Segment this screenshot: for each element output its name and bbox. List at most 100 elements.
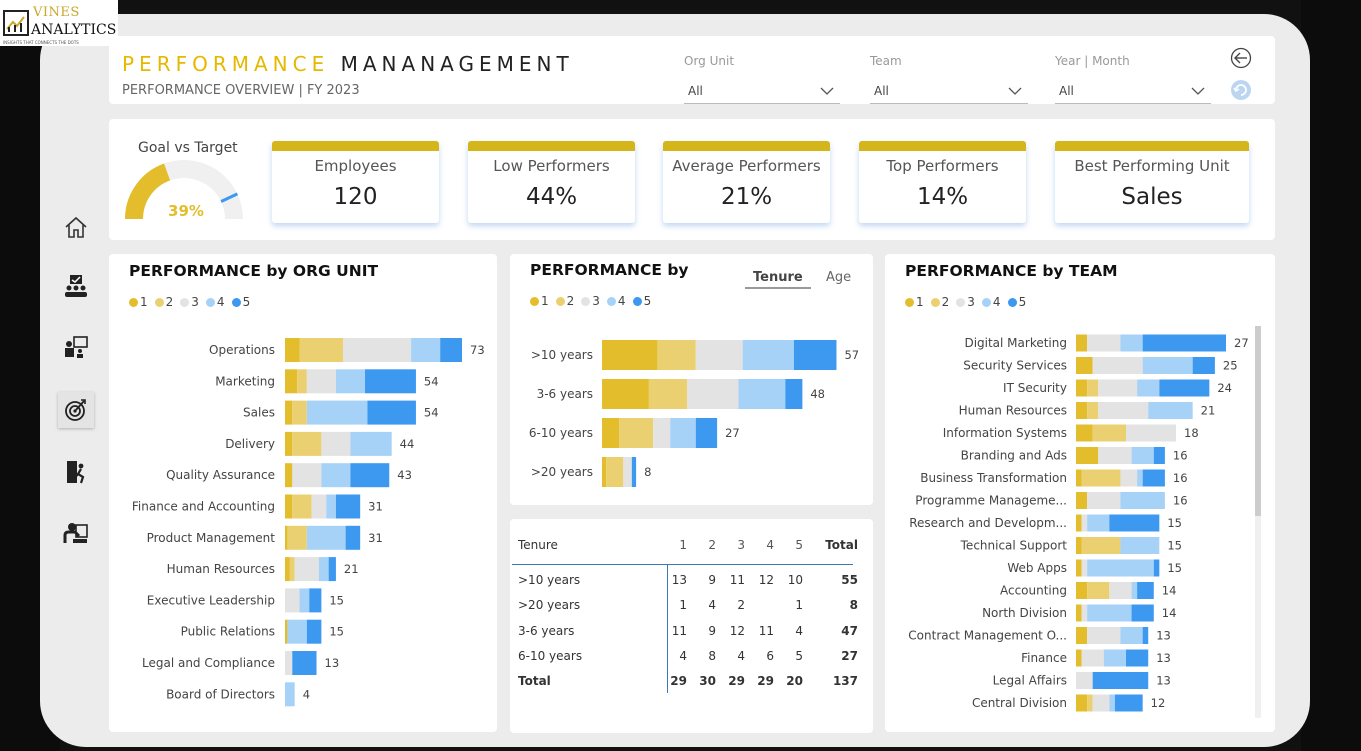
bar-segment-5[interactable]	[292, 651, 317, 675]
bar-segment-1[interactable]	[602, 418, 620, 448]
exit-icon[interactable]	[58, 454, 94, 490]
bar-segment-4[interactable]	[1142, 357, 1193, 374]
bar-segment-3[interactable]	[1087, 492, 1121, 509]
bar-segment-1[interactable]	[285, 494, 293, 519]
bar-segment-4[interactable]	[1120, 627, 1143, 644]
bar-segment-1[interactable]	[285, 369, 298, 394]
bar-segment-5[interactable]	[695, 418, 718, 448]
bar-segment-4[interactable]	[285, 682, 295, 707]
bar-segment-3[interactable]	[294, 557, 319, 582]
bar-segment-4[interactable]	[738, 379, 786, 409]
bar-segment-3[interactable]	[306, 369, 336, 394]
bar-segment-1[interactable]	[1076, 357, 1093, 374]
bar-segment-5[interactable]	[367, 400, 416, 425]
bar-segment-1[interactable]	[285, 619, 288, 644]
filter-team-select[interactable]: All	[870, 78, 1028, 104]
bar-segment-4[interactable]	[742, 340, 794, 370]
bar-segment-4[interactable]	[326, 494, 336, 519]
training-icon[interactable]	[58, 329, 94, 365]
bar-segment-2[interactable]	[657, 340, 696, 370]
bar-segment-5[interactable]	[1159, 379, 1210, 397]
bar-segment-4[interactable]	[306, 400, 368, 425]
bar-segment-5[interactable]	[1126, 649, 1149, 667]
bar-segment-4[interactable]	[1120, 537, 1160, 554]
bar-segment-1[interactable]	[285, 338, 300, 362]
team-performance-icon[interactable]	[58, 268, 94, 304]
bar-segment-4[interactable]	[1131, 447, 1154, 464]
bar-segment-1[interactable]	[285, 463, 293, 488]
bar-segment-3[interactable]	[695, 340, 743, 370]
bar-segment-4[interactable]	[1137, 469, 1143, 487]
bar-segment-1[interactable]	[602, 340, 658, 370]
bar-segment-1[interactable]	[602, 457, 607, 487]
bar-segment-5[interactable]	[1109, 514, 1160, 532]
bar-segment-4[interactable]	[321, 463, 351, 488]
bar-segment-5[interactable]	[1153, 447, 1165, 464]
bar-segment-5[interactable]	[631, 457, 637, 487]
bar-segment-5[interactable]	[306, 619, 322, 644]
bar-segment-4[interactable]	[670, 418, 696, 448]
bar-segment-1[interactable]	[1076, 514, 1082, 532]
bar-segment-3[interactable]	[1120, 469, 1138, 487]
bar-segment-1[interactable]	[285, 557, 290, 582]
bar-segment-4[interactable]	[306, 525, 346, 550]
bar-segment-5[interactable]	[440, 338, 462, 362]
bar-segment-2[interactable]	[1092, 424, 1126, 442]
bar-segment-1[interactable]	[1076, 649, 1082, 667]
scrollbar-track[interactable]	[1255, 326, 1261, 718]
bar-segment-5[interactable]	[1131, 604, 1154, 622]
bar-segment-5[interactable]	[1092, 672, 1149, 689]
bar-segment-3[interactable]	[1098, 379, 1138, 397]
bar-segment-3[interactable]	[1098, 402, 1149, 419]
bar-segment-3[interactable]	[311, 494, 327, 519]
bar-segment-2[interactable]	[1081, 469, 1121, 487]
bar-segment-5[interactable]	[793, 340, 837, 370]
bar-segment-5[interactable]	[335, 494, 361, 519]
bar-segment-2[interactable]	[287, 525, 307, 550]
bar-segment-5[interactable]	[365, 369, 416, 394]
back-button[interactable]	[1229, 46, 1253, 70]
toggle-tenure[interactable]: Tenure	[745, 270, 811, 289]
bar-segment-5[interactable]	[328, 557, 336, 582]
bar-segment-1[interactable]	[1076, 492, 1088, 509]
bar-segment-1[interactable]	[1076, 334, 1088, 352]
bar-segment-3[interactable]	[1087, 334, 1121, 352]
bar-segment-4[interactable]	[1087, 604, 1132, 622]
bar-segment-3[interactable]	[1081, 649, 1104, 667]
bar-segment-5[interactable]	[1137, 582, 1154, 599]
filter-org-unit-select[interactable]: All	[684, 78, 840, 104]
bar-segment-2[interactable]	[299, 338, 344, 362]
bar-segment-4[interactable]	[1103, 649, 1126, 667]
bar-segment-3[interactable]	[1109, 582, 1132, 599]
bar-segment-3[interactable]	[1092, 694, 1110, 712]
bar-segment-2[interactable]	[1081, 537, 1121, 554]
bar-segment-4[interactable]	[411, 338, 441, 362]
bar-segment-1[interactable]	[285, 431, 293, 456]
bar-segment-3[interactable]	[1087, 627, 1121, 644]
bar-segment-5[interactable]	[1153, 559, 1160, 577]
bar-segment-2[interactable]	[292, 400, 307, 425]
bar-segment-2[interactable]	[1087, 379, 1099, 397]
bar-segment-1[interactable]	[1076, 447, 1099, 464]
bar-segment-5[interactable]	[785, 379, 803, 409]
bar-segment-1[interactable]	[1076, 559, 1082, 577]
bar-segment-2[interactable]	[648, 379, 688, 409]
bar-segment-1[interactable]	[285, 400, 293, 425]
scrollbar-thumb[interactable]	[1255, 326, 1261, 516]
bar-segment-4[interactable]	[318, 557, 329, 582]
review-icon[interactable]	[58, 514, 94, 550]
bar-segment-4[interactable]	[287, 619, 307, 644]
bar-segment-5[interactable]	[1114, 694, 1143, 712]
bar-segment-2[interactable]	[1087, 402, 1099, 419]
bar-segment-4[interactable]	[1109, 694, 1115, 712]
bar-segment-4[interactable]	[1120, 334, 1143, 352]
bar-segment-4[interactable]	[1148, 402, 1193, 419]
refresh-button[interactable]	[1229, 78, 1253, 102]
bar-segment-3[interactable]	[653, 418, 671, 448]
bar-segment-1[interactable]	[1076, 694, 1088, 712]
goals-target-icon[interactable]	[58, 392, 94, 428]
bar-segment-2[interactable]	[292, 494, 312, 519]
bar-segment-4[interactable]	[350, 431, 392, 456]
bar-segment-5[interactable]	[1142, 469, 1165, 487]
bar-segment-5[interactable]	[309, 588, 322, 613]
